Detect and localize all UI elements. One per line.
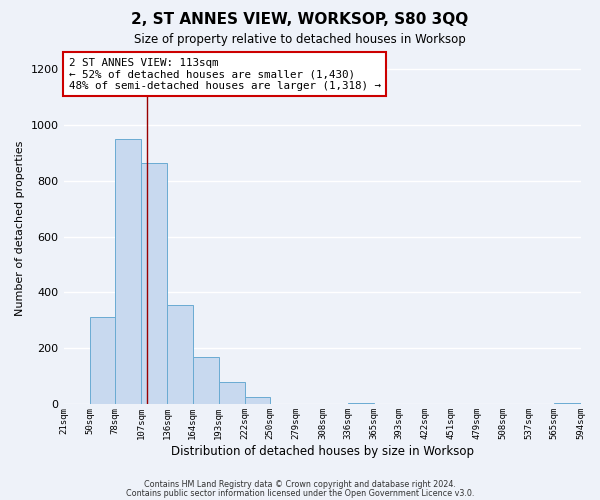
Bar [193, 356, 219, 404]
Text: Contains public sector information licensed under the Open Government Licence v3: Contains public sector information licen… [126, 488, 474, 498]
Bar [90, 318, 115, 404]
Bar [219, 382, 245, 404]
Bar [245, 397, 270, 404]
Y-axis label: Number of detached properties: Number of detached properties [15, 140, 25, 316]
Text: 2 ST ANNES VIEW: 113sqm
← 52% of detached houses are smaller (1,430)
48% of semi: 2 ST ANNES VIEW: 113sqm ← 52% of detache… [69, 58, 381, 91]
Text: Contains HM Land Registry data © Crown copyright and database right 2024.: Contains HM Land Registry data © Crown c… [144, 480, 456, 489]
Bar [167, 305, 193, 404]
Text: 2, ST ANNES VIEW, WORKSOP, S80 3QQ: 2, ST ANNES VIEW, WORKSOP, S80 3QQ [131, 12, 469, 28]
Bar [115, 139, 141, 404]
X-axis label: Distribution of detached houses by size in Worksop: Distribution of detached houses by size … [170, 444, 473, 458]
Text: Size of property relative to detached houses in Worksop: Size of property relative to detached ho… [134, 32, 466, 46]
Bar [554, 403, 581, 404]
Bar [141, 162, 167, 404]
Bar [348, 402, 374, 404]
